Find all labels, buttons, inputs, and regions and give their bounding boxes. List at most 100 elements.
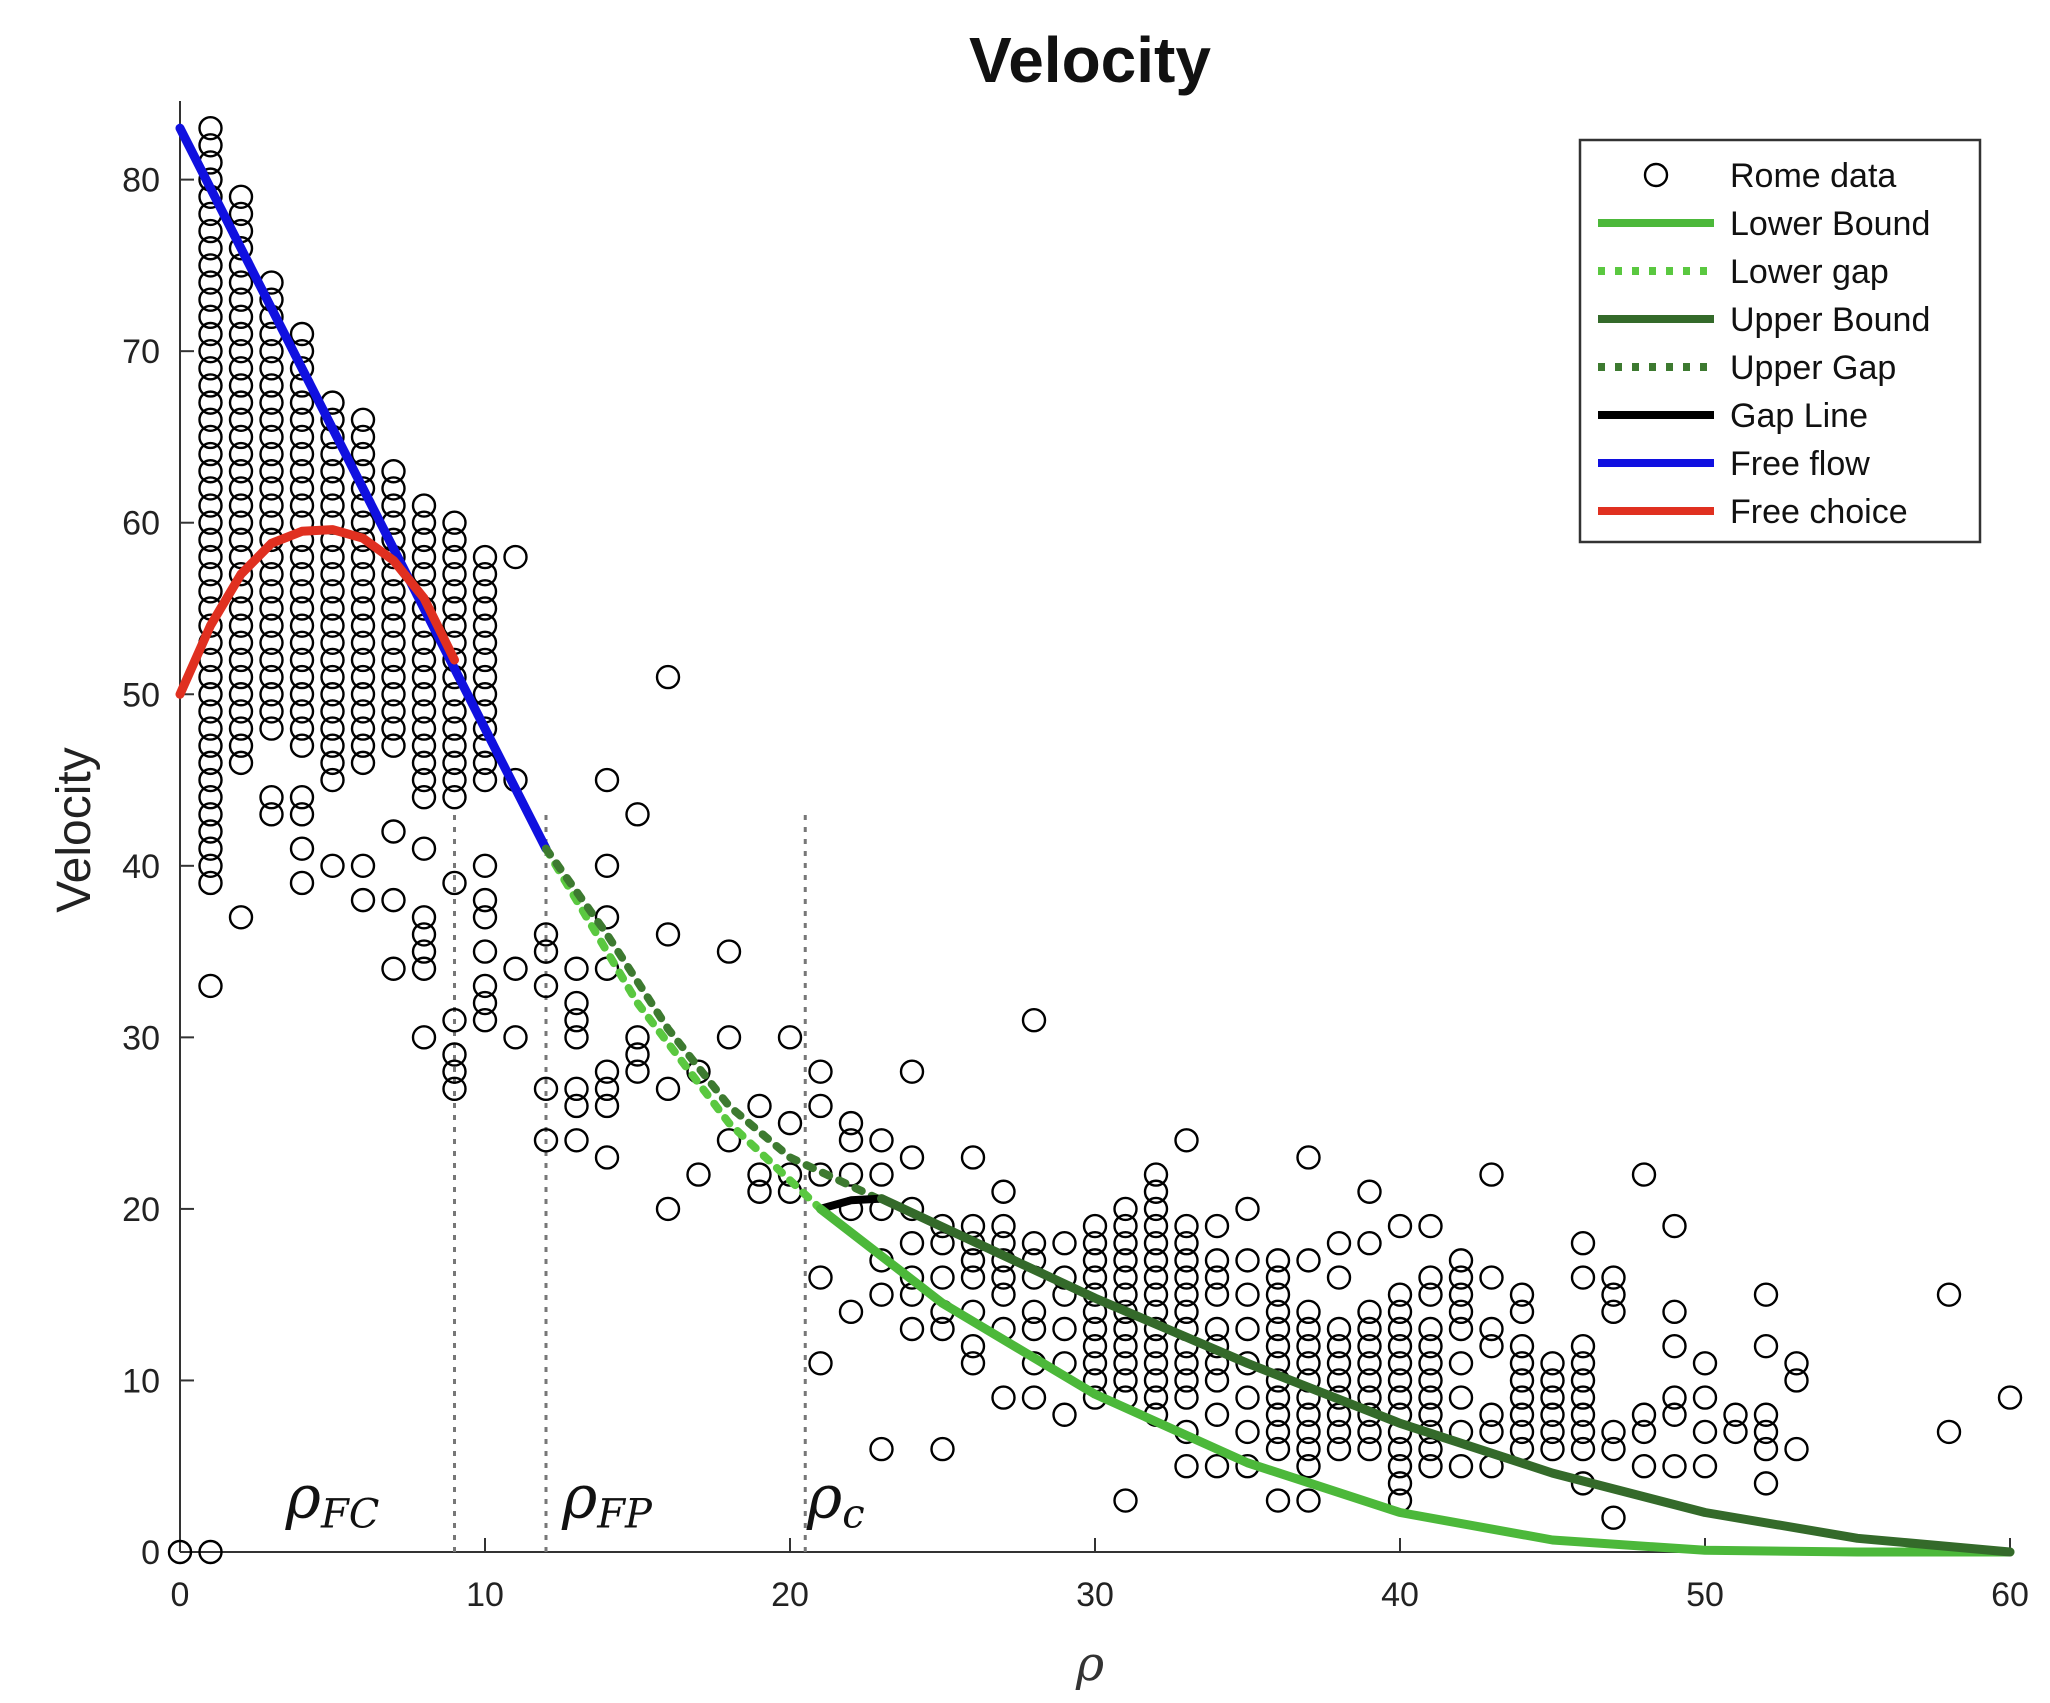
data-point (1753, 1471, 1779, 1496)
data-point (228, 424, 254, 450)
data-point (259, 459, 284, 484)
data-point (198, 819, 223, 844)
data-point (259, 716, 284, 741)
data-point (442, 784, 467, 810)
data-point (1601, 1436, 1626, 1462)
data-point (198, 527, 223, 553)
data-point (1570, 1368, 1596, 1393)
data-point (198, 287, 223, 312)
rho-annotation: ρFC (285, 1463, 380, 1538)
data-point (899, 1059, 925, 1084)
data-point (1113, 1488, 1138, 1513)
data-point (1143, 1368, 1169, 1393)
data-point (411, 767, 437, 793)
data-point (411, 630, 437, 655)
data-point (228, 459, 254, 484)
data-point (198, 390, 223, 415)
data-point (808, 1265, 833, 1290)
data-point (350, 407, 376, 432)
data-point (1296, 1333, 1321, 1359)
data-point (1387, 1436, 1413, 1462)
data-point (1723, 1419, 1748, 1445)
data-point (320, 699, 345, 724)
data-point (1052, 1316, 1077, 1342)
data-point (960, 1248, 986, 1273)
data-point (198, 767, 223, 793)
data-point (381, 716, 406, 741)
data-point (1235, 1419, 1260, 1445)
data-point (1326, 1351, 1352, 1376)
data-point (259, 424, 284, 450)
data-point (289, 596, 315, 621)
data-point (1570, 1419, 1596, 1445)
data-point (625, 1042, 650, 1067)
curve-lower-gap (542, 844, 825, 1213)
data-point (1509, 1385, 1535, 1410)
data-point (442, 716, 467, 741)
rho-subscript: FP (596, 1492, 653, 1538)
data-point (838, 1128, 864, 1153)
data-point (472, 905, 498, 930)
rho-symbol: ρ (806, 1463, 842, 1533)
legend-label: Free flow (1730, 445, 1870, 483)
data-point (411, 939, 437, 964)
data-point (1082, 1231, 1108, 1256)
data-point (1052, 1231, 1077, 1256)
data-point (594, 767, 620, 793)
data-point (350, 647, 376, 673)
data-point (472, 682, 498, 707)
data-point (198, 270, 223, 295)
data-point (1174, 1454, 1199, 1479)
data-point (381, 682, 406, 707)
data-point (350, 579, 376, 604)
data-point (289, 664, 315, 690)
data-point (1692, 1385, 1718, 1410)
data-point (472, 853, 498, 879)
density-annotations: ρFC ρFP ρc (285, 1463, 865, 1538)
data-point (1082, 1213, 1108, 1239)
data-point (411, 733, 437, 758)
data-point (808, 1059, 833, 1084)
data-point (1143, 1179, 1169, 1204)
data-point (1662, 1299, 1687, 1325)
data-point (1082, 1265, 1108, 1290)
data-point (1387, 1316, 1413, 1342)
data-point (289, 459, 315, 484)
data-point (899, 1316, 925, 1342)
data-point (1357, 1299, 1382, 1325)
x-tick-label: 40 (1381, 1576, 1419, 1614)
reference-lines (453, 814, 807, 1552)
legend-label: Free choice (1730, 493, 1908, 531)
data-point (1113, 1368, 1138, 1393)
data-point (381, 476, 406, 501)
data-point (1357, 1231, 1382, 1256)
data-point (686, 1162, 711, 1187)
data-point (381, 664, 406, 690)
data-point (625, 802, 650, 827)
model-curves (175, 123, 2015, 1557)
data-point (198, 716, 223, 741)
data-point (259, 338, 284, 364)
y-tick-label: 20 (122, 1191, 160, 1229)
data-point (838, 1162, 864, 1187)
data-point (1723, 1402, 1748, 1427)
data-point (1631, 1402, 1657, 1427)
data-point (1662, 1333, 1687, 1359)
data-point (1265, 1248, 1291, 1273)
data-point (1509, 1351, 1535, 1376)
data-point (320, 750, 345, 776)
data-point (411, 1025, 437, 1050)
data-point (1601, 1505, 1626, 1530)
data-point (930, 1316, 955, 1342)
x-tick-label: 20 (771, 1576, 809, 1614)
data-point (594, 905, 620, 930)
data-point (1753, 1436, 1779, 1462)
data-point (289, 630, 315, 655)
data-point (289, 356, 315, 381)
data-point (1174, 1248, 1199, 1273)
data-point (320, 561, 345, 587)
data-point (1692, 1351, 1718, 1376)
data-point (1174, 1213, 1199, 1239)
data-point (1113, 1196, 1138, 1222)
data-point (930, 1231, 955, 1256)
